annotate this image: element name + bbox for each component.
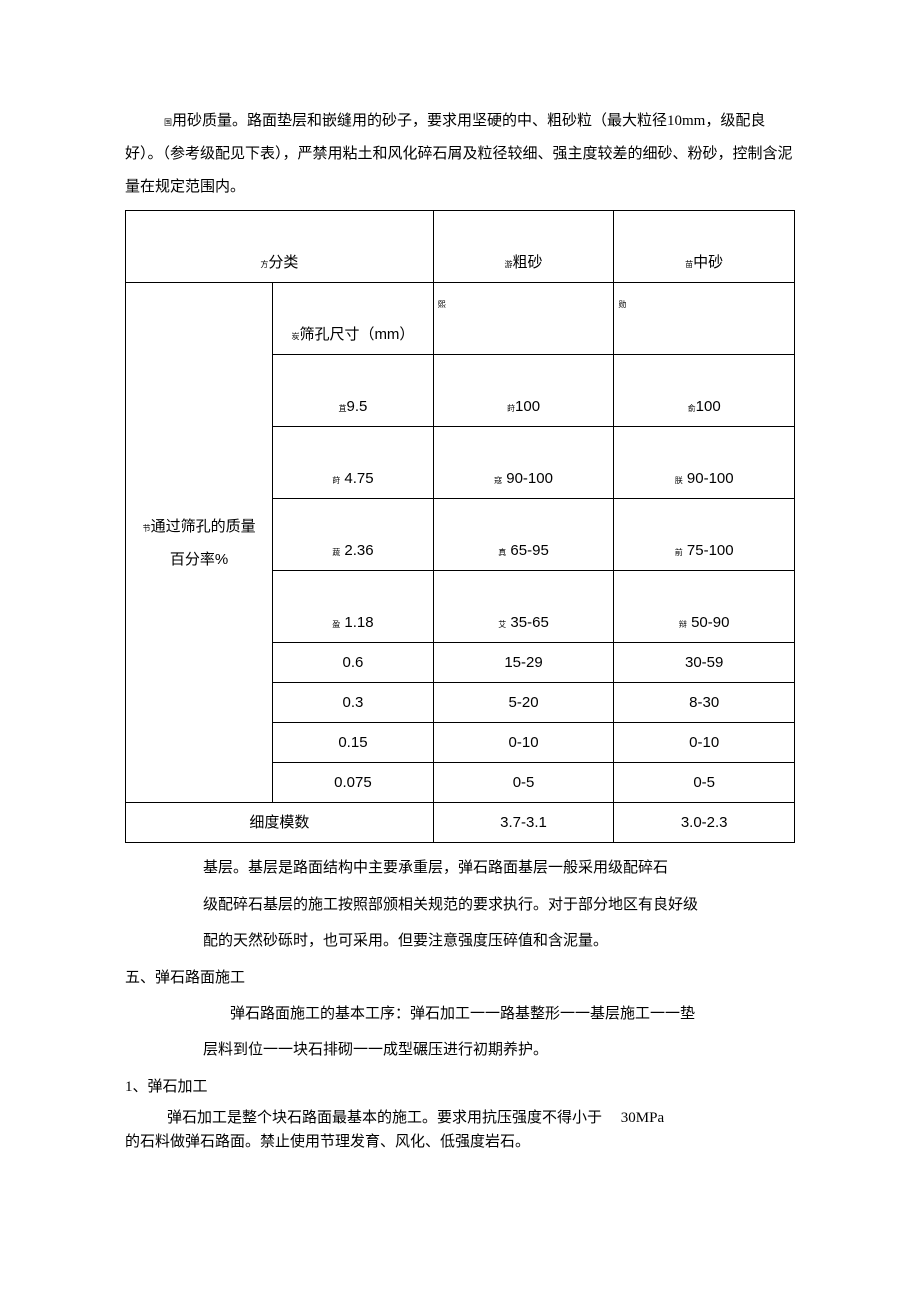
table-row: 细度模数 3.7-3.1 3.0-2.3	[126, 803, 795, 843]
medium-cell: 前 75-100	[614, 499, 795, 571]
sieve-cell: 0.075	[273, 763, 434, 803]
fineness-coarse-cell: 3.7-3.1	[433, 803, 614, 843]
coarse-cell: 5-20	[433, 683, 614, 723]
cell-value: 65-95	[510, 542, 548, 559]
cell-value: 50-90	[691, 614, 729, 631]
header-coarse-marker: 游	[505, 260, 513, 269]
medium-cell: 朕 90-100	[614, 427, 795, 499]
cell-value: 90-100	[506, 470, 553, 487]
base-layer-line2: 级配碎石基层的施工按照部颁相关规范的要求执行。对于部分地区有良好级	[203, 888, 795, 923]
rowgroup-label-line2: 百分率%	[170, 551, 228, 568]
sub1-body-line1: 弹石加工是整个块石路面最基本的施工。要求用抗压强度不得小于	[167, 1110, 602, 1126]
empty-medium-cell: 勋	[614, 283, 795, 355]
cell-marker: 蔬	[332, 548, 340, 557]
empty-coarse-cell: 熙	[433, 283, 614, 355]
sieve-label-cell: 炭筛孔尺寸（mm）	[273, 283, 434, 355]
cell-marker: 前	[675, 548, 683, 557]
cell-marker: 莳	[332, 476, 340, 485]
header-coarse-label: 粗砂	[513, 254, 543, 271]
sub1-body-value: 30MPa	[621, 1110, 664, 1126]
sieve-label-text: 筛孔尺寸（mm）	[299, 326, 414, 343]
sub1-body: 弹石加工是整个块石路面最基本的施工。要求用抗压强度不得小于 30MPa	[125, 1107, 795, 1130]
cell-value: 90-100	[687, 470, 734, 487]
rowgroup-marker: 节	[143, 524, 151, 533]
cell-value: 9.5	[347, 398, 368, 415]
header-category: 方分类	[126, 211, 434, 283]
rowgroup-label-cell: 节通过筛孔的质量 百分率%	[126, 283, 273, 803]
cell-marker: 莳	[507, 404, 515, 413]
header-medium-label: 中砂	[693, 254, 723, 271]
cell-value: 2.36	[344, 542, 373, 559]
coarse-cell: 艾 35-65	[433, 571, 614, 643]
header-medium: 苗中砂	[614, 211, 795, 283]
cell-value: 35-65	[510, 614, 548, 631]
table-header-row: 方分类 游粗砂 苗中砂	[126, 211, 795, 283]
cell-value: 100	[696, 398, 721, 415]
cell-marker: 盈	[332, 620, 340, 629]
base-layer-line1: 基层。基层是路面结构中主要承重层，弹石路面基层一般采用级配碎石	[203, 851, 795, 886]
cell-value: 75-100	[687, 542, 734, 559]
base-layer-line3: 配的天然砂砾时，也可采用。但要注意强度压碎值和含泥量。	[203, 924, 795, 959]
sieve-cell: 莳 4.75	[273, 427, 434, 499]
base-layer-paragraph: 基层。基层是路面结构中主要承重层，弹石路面基层一般采用级配碎石	[203, 851, 795, 886]
cell-marker: 朕	[675, 476, 683, 485]
intro-marker: 国	[164, 118, 172, 127]
sieve-cell: 盈 1.18	[273, 571, 434, 643]
fineness-medium-cell: 3.0-2.3	[614, 803, 795, 843]
sieve-cell: 苴9.5	[273, 355, 434, 427]
cell-value: 100	[515, 398, 540, 415]
sub1-body-line2: 的石料做弹石路面。禁止使用节理发育、风化、低强度岩石。	[125, 1131, 795, 1154]
coarse-cell: 15-29	[433, 643, 614, 683]
coarse-cell: 0-5	[433, 763, 614, 803]
cell-marker: 寇	[494, 476, 502, 485]
medium-cell: 30-59	[614, 643, 795, 683]
coarse-cell: 0-10	[433, 723, 614, 763]
fineness-label-cell: 细度模数	[126, 803, 434, 843]
coarse-cell: 真 65-95	[433, 499, 614, 571]
process-line2: 层料到位一一块石排砌一一成型碾压进行初期养护。	[203, 1033, 795, 1068]
process-line1: 弹石路面施工的基本工序：弹石加工一一路基整形一一基层施工一一垫	[230, 997, 795, 1032]
cell-value: 1.18	[344, 614, 373, 631]
medium-cell: 辩 50-90	[614, 571, 795, 643]
sand-grading-table: 方分类 游粗砂 苗中砂 节通过筛孔的质量 百分率% 炭筛孔尺寸（mm） 熙 勋 …	[125, 210, 795, 843]
header-category-label: 分类	[268, 254, 298, 271]
sub1-heading: 1、弹石加工	[125, 1070, 795, 1105]
medium-cell: 8-30	[614, 683, 795, 723]
coarse-cell: 寇 90-100	[433, 427, 614, 499]
intro-paragraph: 国用砂质量。路面垫层和嵌缝用的砂子，要求用坚硬的中、粗砂粒（最大粒径10mm，级…	[125, 105, 795, 204]
empty-coarse-marker: 熙	[438, 300, 446, 309]
medium-cell: 0-5	[614, 763, 795, 803]
cell-value: 4.75	[344, 470, 373, 487]
sieve-cell: 0.3	[273, 683, 434, 723]
medium-cell: 俞100	[614, 355, 795, 427]
cell-marker: 艾	[498, 620, 506, 629]
sieve-cell: 0.6	[273, 643, 434, 683]
header-coarse: 游粗砂	[433, 211, 614, 283]
header-medium-marker: 苗	[685, 260, 693, 269]
intro-text: 用砂质量。路面垫层和嵌缝用的砂子，要求用坚硬的中、粗砂粒（最大粒径10mm，级配…	[125, 113, 793, 195]
empty-medium-marker: 勋	[618, 300, 626, 309]
sieve-cell: 0.15	[273, 723, 434, 763]
sieve-cell: 蔬 2.36	[273, 499, 434, 571]
rowgroup-label-line1: 通过筛孔的质量	[151, 518, 256, 535]
coarse-cell: 莳100	[433, 355, 614, 427]
cell-marker: 俞	[688, 404, 696, 413]
cell-marker: 辩	[679, 620, 687, 629]
table-row: 节通过筛孔的质量 百分率% 炭筛孔尺寸（mm） 熙 勋	[126, 283, 795, 355]
section5-heading: 五、弹石路面施工	[125, 961, 795, 996]
cell-marker: 真	[498, 548, 506, 557]
medium-cell: 0-10	[614, 723, 795, 763]
cell-marker: 苴	[339, 404, 347, 413]
